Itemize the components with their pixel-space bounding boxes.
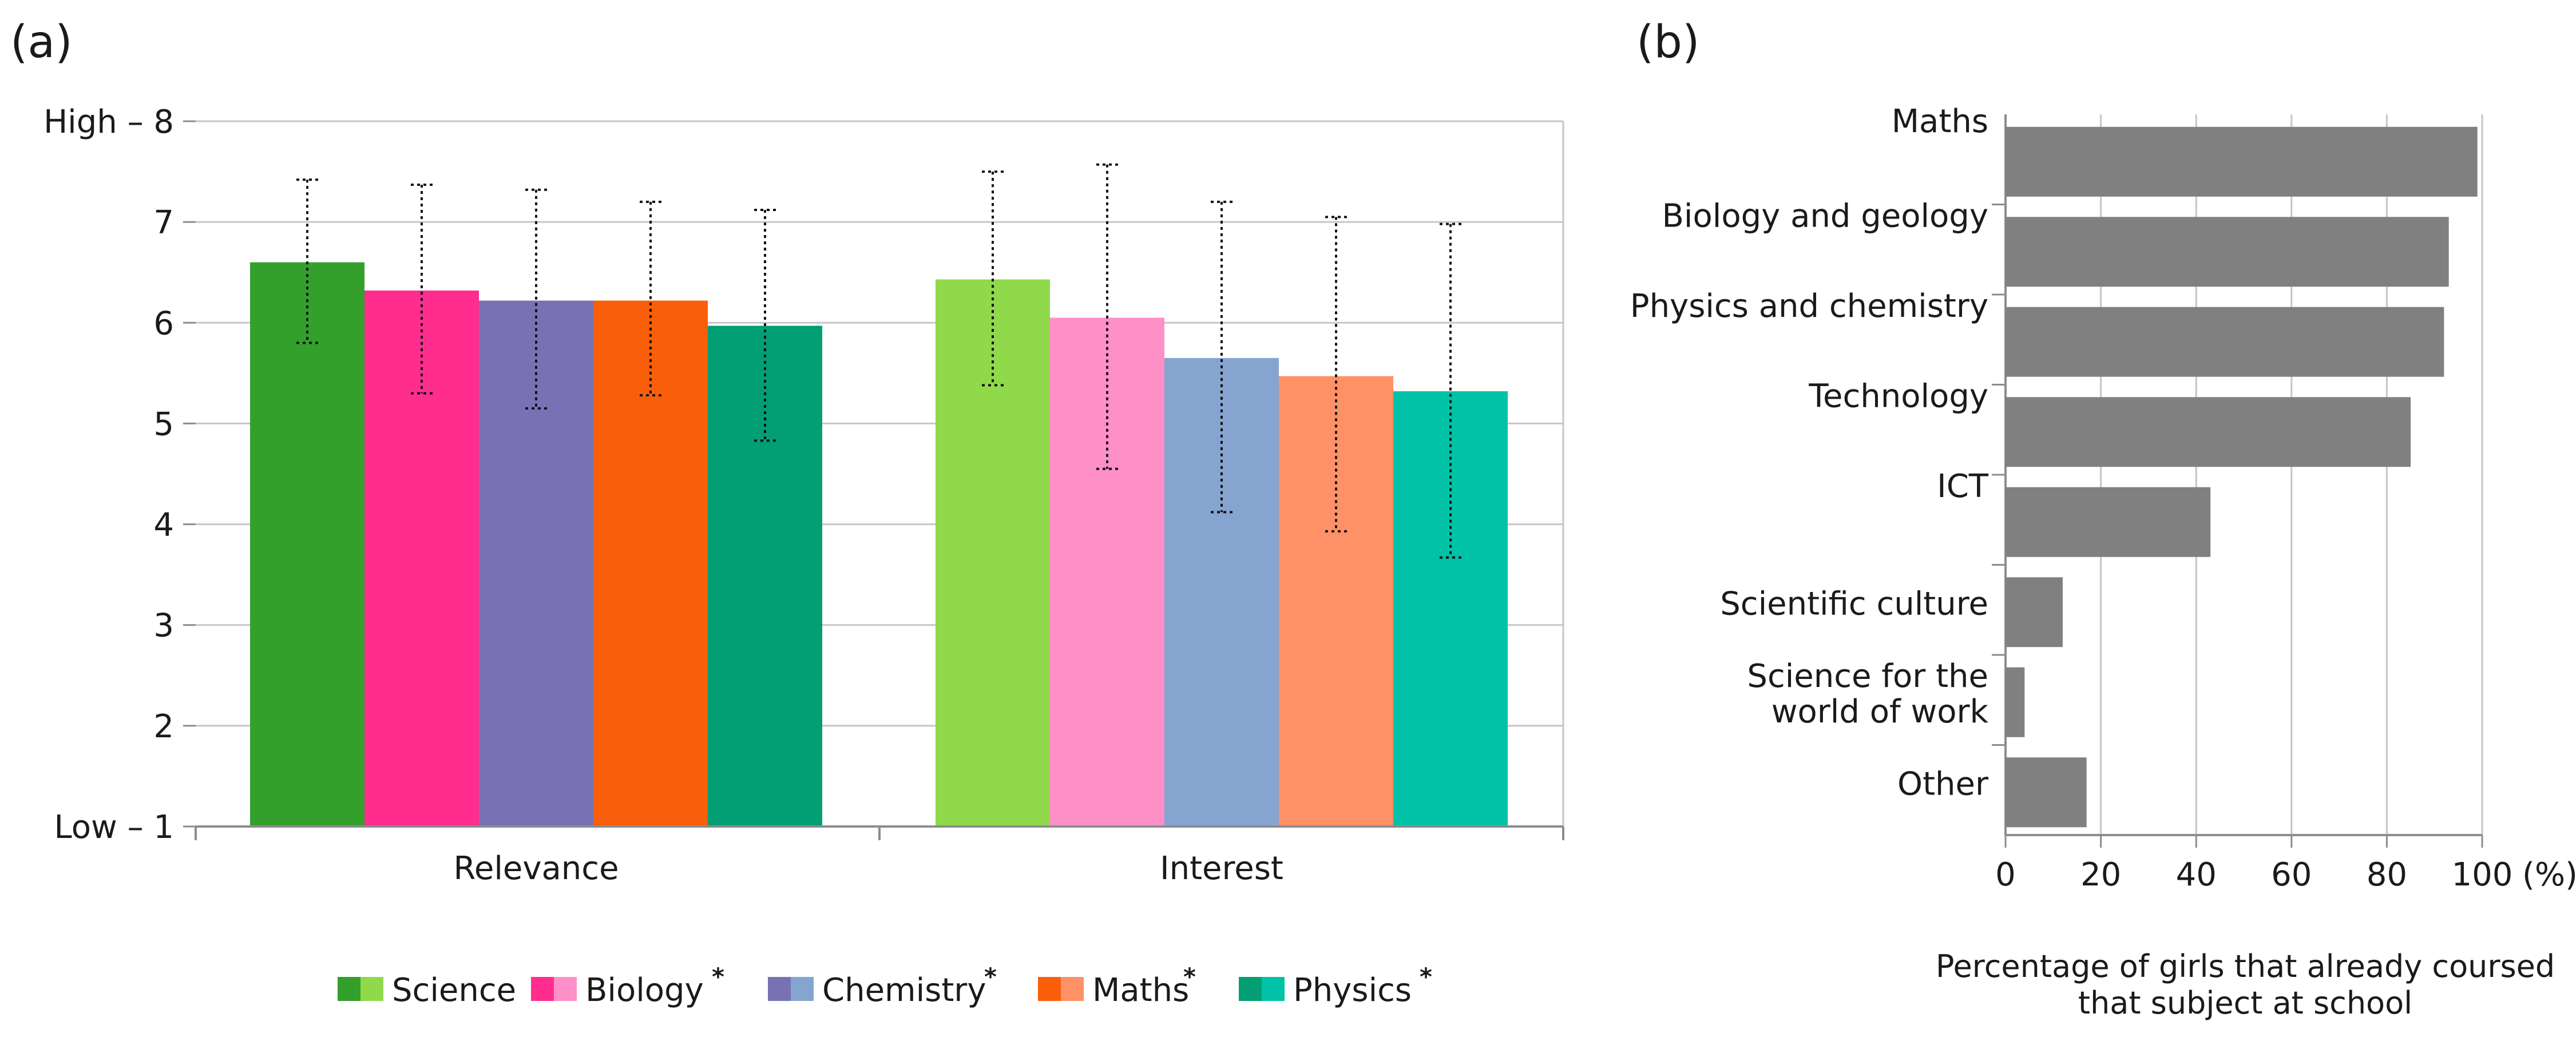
- bar-physics-and-chemistry: [2006, 307, 2444, 377]
- category-label: Biology and geology: [1662, 197, 1988, 235]
- legend-label-maths: Maths: [1092, 972, 1189, 1009]
- x-category-label: Relevance: [453, 850, 619, 887]
- x-tick-label: 40: [2176, 856, 2217, 893]
- category-label: Other: [1897, 765, 1989, 802]
- legend-star: *: [984, 963, 997, 991]
- panel-a-chart: Low – 1 2 3 4 5 6 7 High – 8 Relevance Interest Sc…: [43, 104, 1564, 1009]
- legend-swatch-maths: [1038, 977, 1061, 1001]
- bar-physics-interest: [1393, 391, 1508, 827]
- bar-science-for-the-world-of-work: [2006, 667, 2025, 737]
- x-unit-label: (%): [2522, 856, 2576, 893]
- legend-label-science: Science: [392, 972, 516, 1009]
- bar-biology-and-geology: [2006, 217, 2449, 287]
- category-label: ICT: [1937, 468, 1989, 505]
- bar-chemistry-interest: [1164, 357, 1279, 827]
- legend-swatch-maths-light: [1061, 977, 1084, 1001]
- legend-star: *: [1183, 963, 1196, 991]
- y-tick-label: 4: [153, 507, 174, 544]
- legend-swatch-biology: [531, 977, 554, 1001]
- bar-science-relevance: [250, 262, 364, 827]
- category-label: world of work: [1772, 693, 1989, 730]
- y-tick-label: 6: [153, 305, 174, 342]
- legend-star: *: [712, 963, 724, 991]
- x-axis-title: that subject at school: [2078, 985, 2412, 1021]
- legend-swatch-chemistry-light: [791, 977, 814, 1001]
- y-tick-label: Low – 1: [54, 809, 174, 846]
- x-category-label: Interest: [1160, 850, 1283, 887]
- bar-ict: [2006, 487, 2211, 557]
- category-label: Science for the: [1747, 658, 1988, 695]
- y-tick-label: 2: [153, 708, 174, 745]
- bar-chemistry-relevance: [479, 300, 593, 827]
- x-tick-label: 80: [2367, 856, 2407, 893]
- x-tick-label: 20: [2080, 856, 2121, 893]
- bar-technology: [2006, 397, 2411, 467]
- legend-star: *: [1420, 963, 1432, 991]
- legend-swatch-science-light: [360, 977, 383, 1001]
- bar-maths: [2006, 126, 2478, 197]
- category-label: Technology: [1808, 378, 1988, 415]
- bar-scientific-culture: [2006, 577, 2063, 647]
- legend-label-biology: Biology: [585, 972, 704, 1009]
- y-tick-label: 5: [153, 406, 174, 443]
- bar-maths-relevance: [593, 300, 708, 827]
- legend-swatch-chemistry: [768, 977, 791, 1001]
- y-tick-label: 7: [153, 204, 174, 241]
- legend-swatch-physics: [1239, 977, 1262, 1001]
- category-label: Scientific culture: [1720, 585, 1988, 622]
- legend-label-physics: Physics: [1293, 972, 1412, 1009]
- bar-physics-relevance: [708, 325, 822, 827]
- legend-swatch-biology-light: [554, 977, 577, 1001]
- category-label: Maths: [1892, 103, 1988, 140]
- legend-swatch-physics-light: [1262, 977, 1285, 1001]
- bar-other: [2006, 757, 2087, 828]
- bar-science-interest: [936, 279, 1050, 827]
- x-tick-label: 0: [1995, 856, 2016, 893]
- legend-swatch-science: [338, 977, 360, 1001]
- bar-biology-interest: [1050, 317, 1164, 827]
- panel-b-label: (b): [1636, 17, 1699, 68]
- x-tick-label: 60: [2271, 856, 2312, 893]
- x-axis-title: Percentage of girls that already coursed: [1936, 948, 2555, 984]
- panel-a-label: (a): [10, 17, 73, 68]
- y-tick-label: High – 8: [43, 104, 174, 141]
- legend-label-chemistry: Chemistry: [822, 972, 986, 1009]
- x-tick-label: 100: [2452, 856, 2513, 893]
- category-label: Physics and chemistry: [1630, 288, 1988, 325]
- panel-b-chart: 0 20 40 60 80 100 (%) Maths Biology and geology P…: [1630, 103, 2576, 1021]
- bar-biology-relevance: [364, 290, 479, 827]
- y-tick-label: 3: [153, 607, 174, 645]
